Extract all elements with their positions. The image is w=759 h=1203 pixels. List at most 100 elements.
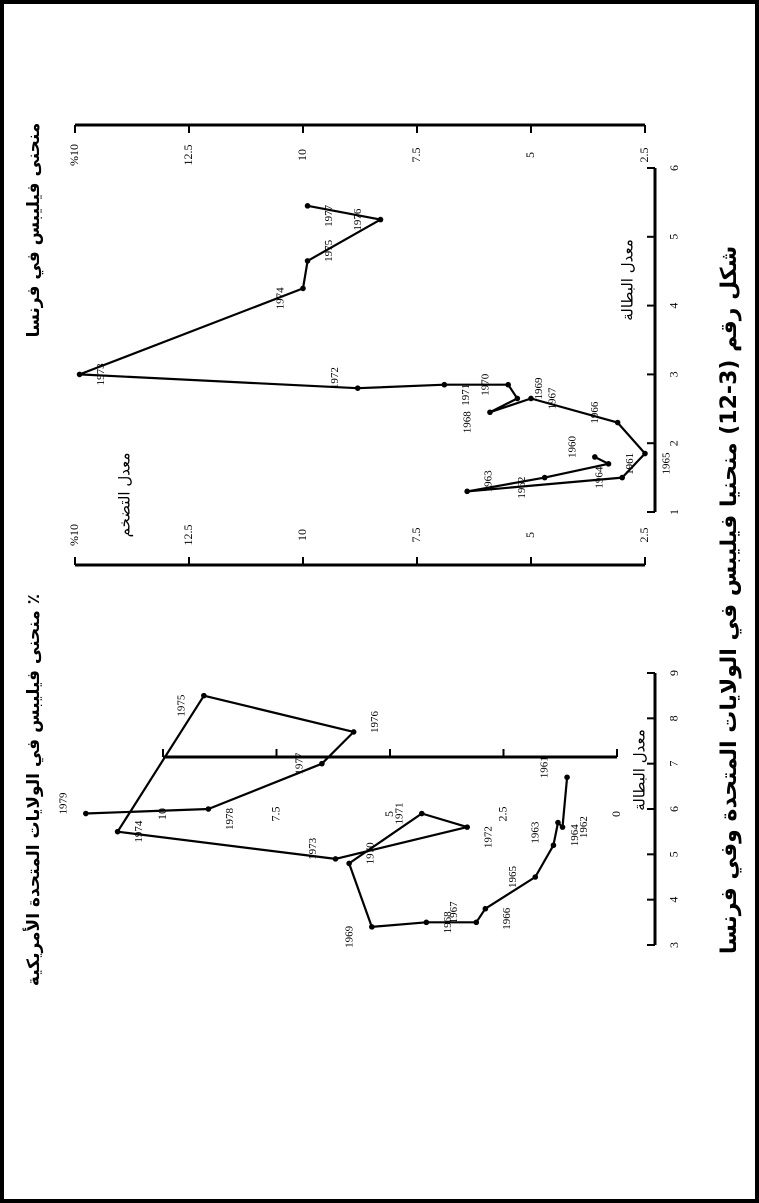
data-point [550, 842, 557, 849]
x-tick-label: 1 [667, 509, 681, 515]
data-point [76, 371, 83, 378]
y-tick-label: 2.5 [637, 528, 651, 543]
data-point [377, 216, 384, 223]
y-tick-label: %10 [67, 524, 81, 546]
data-point [592, 454, 598, 460]
year-label: 1974 [133, 820, 145, 843]
y-top-tick-label: 2.5 [637, 148, 651, 163]
year-label: 1964 [594, 466, 606, 489]
data-point [532, 874, 539, 880]
year-label: 1965 [661, 452, 673, 475]
data-point [205, 806, 212, 812]
data-point [304, 258, 311, 264]
data-point [564, 774, 570, 781]
data-point [354, 385, 361, 391]
data-point [114, 828, 121, 835]
data-point [528, 395, 534, 402]
year-label: 1963 [530, 821, 542, 844]
x-tick-label: 6 [667, 806, 681, 812]
year-label: 1966 [589, 401, 601, 424]
y-tick-label: 10 [295, 529, 309, 541]
y-top-tick-label: 7.5 [409, 148, 423, 163]
data-point [619, 474, 625, 481]
data-point [423, 919, 430, 926]
y-tick-label: 5 [523, 532, 537, 538]
year-label: 1962 [578, 816, 590, 838]
year-label: 1975 [323, 239, 335, 262]
data-point [642, 450, 648, 457]
y-tick-label: 7.5 [409, 528, 423, 543]
x-tick-label: 8 [667, 715, 681, 721]
year-label: 1970 [480, 373, 492, 396]
year-label: 1977 [323, 204, 335, 227]
data-point [614, 419, 621, 426]
y-axis-title: معدل التضخم [116, 453, 134, 538]
series-line [78, 204, 647, 493]
year-label: 1969 [533, 377, 545, 400]
year-label: 1964 [569, 824, 581, 847]
year-label: 1965 [507, 866, 519, 889]
year-label: 1967 [547, 387, 559, 410]
y-top-tick-label: 5 [523, 152, 537, 158]
data-point [346, 860, 352, 867]
year-label: 1976 [369, 710, 381, 733]
year-label: 1967 [448, 901, 460, 924]
year-label: 1968 [442, 911, 454, 934]
figure-caption: شكل رقم (3-12) منحنيا فيليبس في الولايات… [717, 246, 742, 954]
data-point [605, 461, 612, 467]
data-point [300, 285, 306, 292]
x-tick-label: 9 [667, 670, 681, 676]
year-label: 1978 [224, 808, 236, 831]
year-label: 1972 [329, 367, 341, 389]
year-label: 1962 [516, 477, 528, 499]
data-point [559, 824, 566, 830]
y-top-tick-label: 12.5 [181, 145, 195, 166]
data-point [514, 395, 521, 402]
x-tick-label: 3 [667, 371, 681, 377]
y-top-tick-label: 10 [295, 149, 309, 161]
chart-title: منحنى فيليبس في فرنسا [24, 123, 44, 338]
x-tick-label: 2 [667, 440, 681, 446]
y-tick-label: 7.5 [268, 807, 282, 822]
data-point [332, 856, 339, 862]
data-point [369, 924, 375, 930]
data-point [473, 919, 480, 926]
x-tick-label: 6 [667, 165, 681, 171]
year-label: 1961 [624, 453, 636, 475]
chart-title: منحنى فيليبس في الولايات المتحدة الأمريك… [23, 594, 44, 986]
y-tick-label: 12.5 [181, 525, 195, 546]
year-label: 1977 [293, 752, 305, 775]
data-point [505, 381, 512, 388]
year-label: 1976 [352, 208, 364, 231]
y-tick-label: 5 [382, 811, 396, 817]
data-point [83, 810, 89, 817]
year-label: 1961 [539, 756, 551, 778]
data-point [555, 819, 561, 826]
data-point [441, 381, 448, 388]
data-point [350, 729, 357, 735]
x-tick-label: 7 [667, 761, 681, 767]
year-label: 1968 [461, 411, 473, 434]
year-label: 1973 [95, 363, 107, 386]
year-label: 1960 [566, 435, 578, 458]
data-point [464, 824, 470, 830]
year-label: 1972 [483, 826, 495, 848]
year-label: 1971 [460, 384, 472, 406]
x-tick-label: 4 [667, 303, 681, 309]
year-label: 1971 [393, 803, 405, 825]
data-point [487, 409, 493, 416]
year-label: 1973 [307, 837, 319, 860]
year-label: 1970 [365, 842, 377, 865]
y-tick-label: 0 [609, 811, 623, 817]
year-label: 1974 [275, 287, 287, 310]
year-label: 1969 [343, 925, 355, 948]
x-tick-label: 4 [667, 897, 681, 903]
x-axis-title: معدل البطالة [631, 729, 649, 811]
data-point [482, 905, 489, 912]
x-axis-title: معدل البطالة [619, 239, 637, 321]
x-tick-label: 5 [667, 851, 681, 857]
y-top-tick-label: %10 [67, 144, 81, 166]
data-point [464, 488, 470, 495]
